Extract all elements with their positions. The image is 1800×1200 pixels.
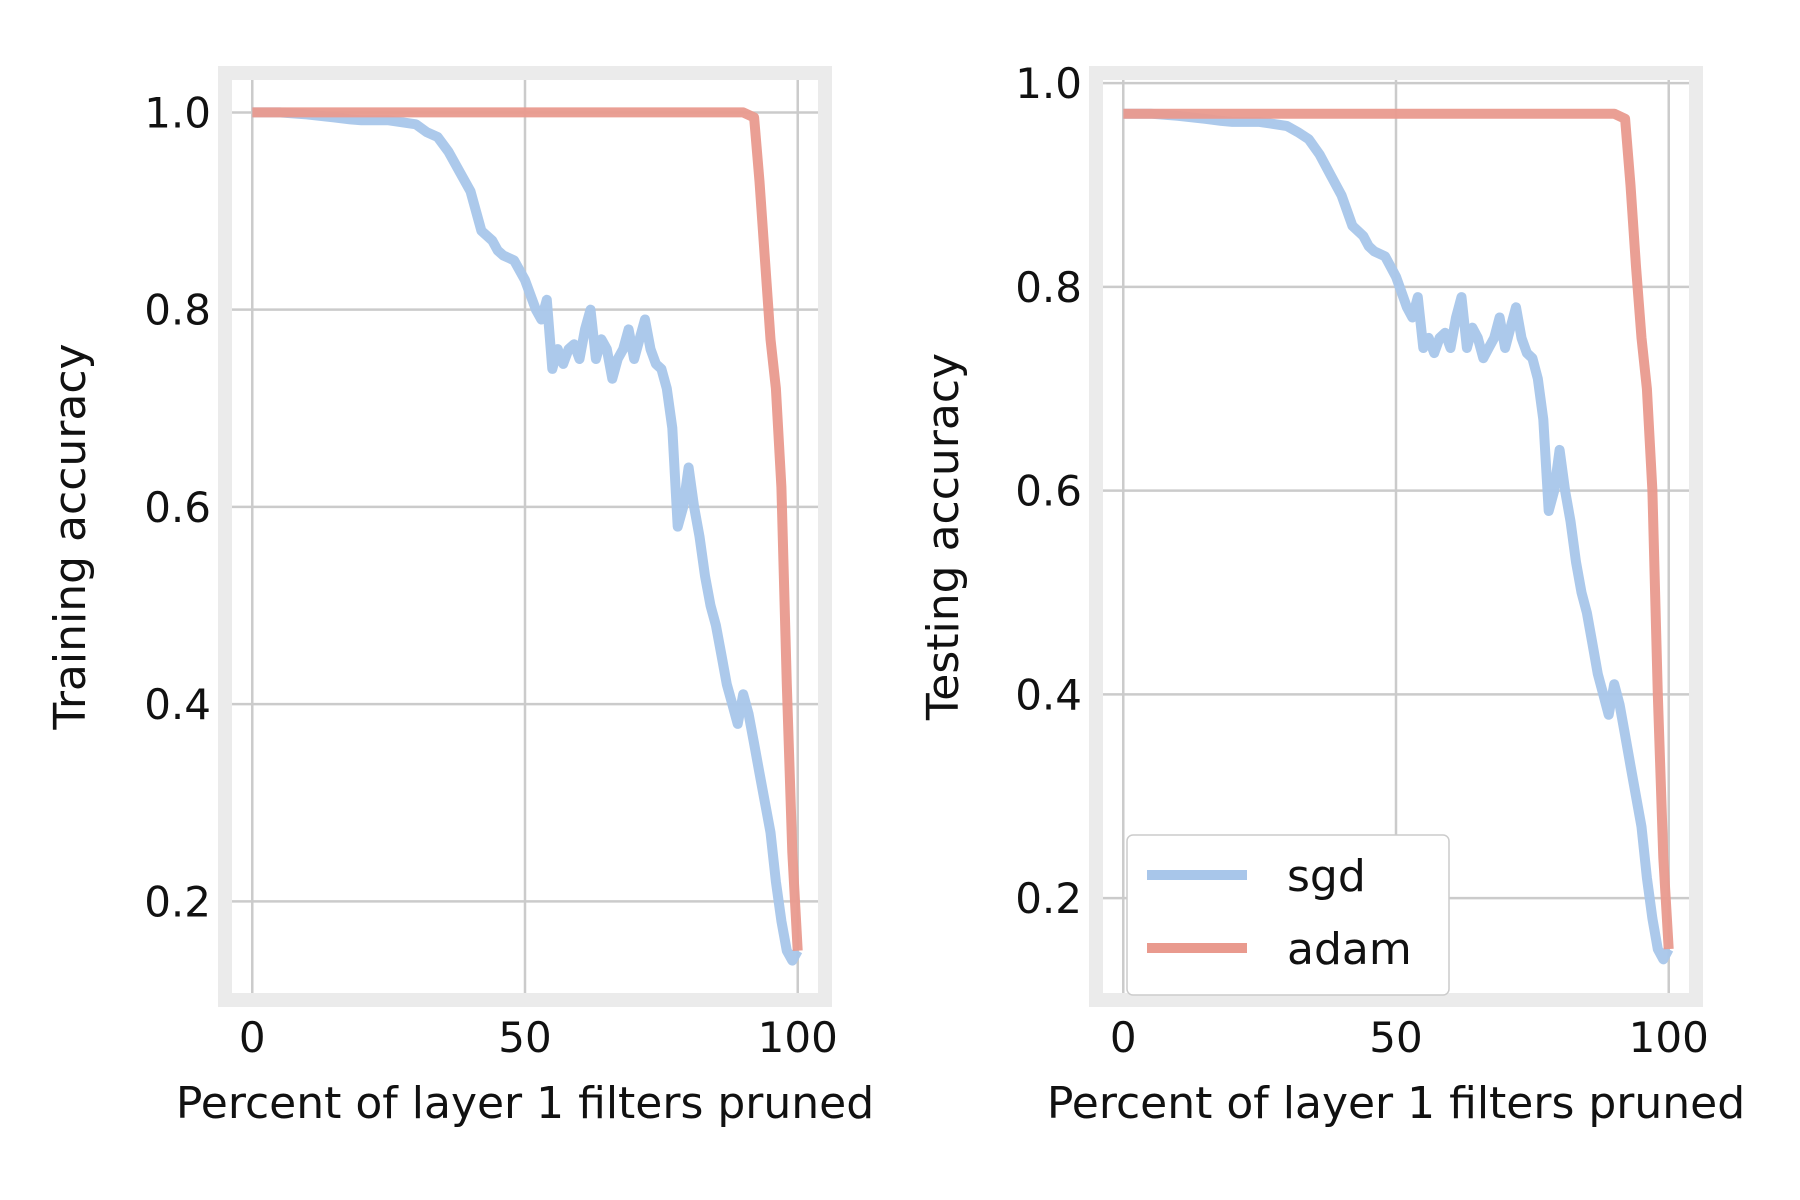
y-tick-label: 1.0	[1015, 59, 1082, 108]
plot-frame	[1089, 66, 1703, 1007]
y-tick-label: 1.0	[144, 88, 211, 137]
plot-frame	[218, 66, 832, 1007]
testing-accuracy-panel: 0 50 100 0.2 0.4 0.6 0.8 1.0 Percent of layer 1 …	[918, 59, 1745, 1129]
x-tick-label: 50	[1369, 1013, 1422, 1062]
series-line-sgd	[252, 107, 803, 966]
series-line-adam	[1123, 108, 1674, 950]
y-tick-label: 0.4	[1015, 670, 1082, 719]
legend-label-adam: adam	[1287, 924, 1412, 975]
y-tick-label: 0.6	[144, 483, 211, 532]
x-tick-label: 0	[1110, 1013, 1137, 1062]
legend-label-sgd: sgd	[1287, 851, 1366, 902]
legend: sgd adam	[1126, 834, 1450, 996]
x-tick-label: 50	[498, 1013, 551, 1062]
x-tick-label: 100	[1629, 1013, 1709, 1062]
x-axis-label: Percent of layer 1 filters pruned	[1047, 1078, 1745, 1129]
y-tick-label: 0.2	[144, 877, 211, 926]
y-tick-label: 0.2	[1015, 874, 1082, 923]
y-tick-label: 0.8	[144, 286, 211, 335]
y-axis-label: Training accuracy	[45, 343, 96, 730]
x-tick-label: 0	[239, 1013, 266, 1062]
series-line-adam	[252, 107, 803, 951]
y-tick-label: 0.8	[1015, 263, 1082, 312]
y-axis-label: Testing accuracy	[918, 353, 969, 721]
series-line-sgd	[1123, 108, 1674, 965]
x-tick-label: 100	[758, 1013, 838, 1062]
training-accuracy-panel: 0 50 100 0.2 0.4 0.6 0.8 1.0 Percent of layer 1 …	[45, 66, 874, 1129]
y-tick-label: 0.4	[144, 680, 211, 729]
x-axis-label: Percent of layer 1 filters pruned	[176, 1078, 874, 1129]
y-tick-label: 0.6	[1015, 467, 1082, 516]
